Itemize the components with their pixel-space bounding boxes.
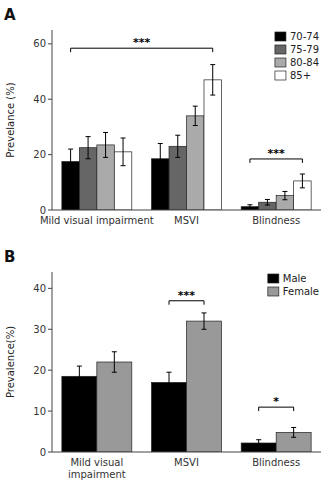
error-bar <box>68 149 73 174</box>
x-tick-label: Mild visualimpairment <box>68 457 126 480</box>
panel: 0 10 20 30 40 Mild visualimpairment MSVI Blindn… <box>4 248 321 480</box>
panel: 0 20 40 60 Mild visual impairment MSVI Blindne… <box>4 6 321 226</box>
legend-swatch <box>275 45 286 54</box>
y-tick <box>48 411 52 412</box>
y-tick-label: 0 <box>40 205 46 216</box>
y-tick <box>48 452 52 453</box>
x-tick-label: MSVI <box>174 215 199 226</box>
error-bar <box>112 352 117 372</box>
legend-label: Male <box>283 273 307 284</box>
y-axis <box>52 272 53 452</box>
legend-swatch <box>268 287 279 296</box>
legend: 70-74 75-79 80-84 85+ <box>275 31 319 81</box>
legend-item: 80-84 <box>275 57 319 68</box>
plot-area <box>62 65 311 210</box>
error-bar <box>158 144 163 174</box>
error-bar <box>256 440 261 447</box>
legend-item: 70-74 <box>275 31 319 42</box>
error-bar <box>121 138 126 166</box>
error-bar <box>282 191 287 199</box>
x-axis <box>52 452 321 453</box>
error-bar <box>175 135 180 157</box>
x-tick-label-line: MSVI <box>174 457 199 468</box>
significance-label: *** <box>133 36 151 49</box>
error-bar <box>86 137 91 159</box>
y-tick <box>48 288 52 289</box>
x-tick-label-line: Mild visual impairment <box>40 215 154 226</box>
x-tick-label-line: Blindness <box>252 457 300 468</box>
significance-label: * <box>273 395 279 408</box>
x-axis <box>52 210 321 211</box>
legend-swatch <box>275 32 286 41</box>
legend-label: 80-84 <box>290 57 319 68</box>
error-bar <box>167 372 172 392</box>
figure: 0 20 40 60 Mild visual impairment MSVI Blindne… <box>0 0 331 500</box>
y-tick-label: 30 <box>33 324 46 335</box>
error-bar <box>193 106 198 125</box>
error-bar <box>103 132 108 157</box>
bar <box>204 80 221 210</box>
plot-area <box>62 313 311 452</box>
error-bar <box>201 313 206 329</box>
y-tick-label: 40 <box>33 94 46 105</box>
bar <box>62 376 97 452</box>
x-tick-label: Blindness <box>252 215 300 226</box>
legend-item: Male <box>268 273 307 284</box>
y-tick <box>48 99 52 100</box>
panel-label: A <box>4 6 16 24</box>
y-axis-label: Prevelance (%) <box>5 82 16 157</box>
error-bar <box>77 366 82 386</box>
bar <box>187 116 204 210</box>
error-bar <box>210 65 215 95</box>
y-tick <box>48 43 52 44</box>
y-tick-label: 0 <box>40 447 46 458</box>
y-axis <box>52 30 53 210</box>
y-axis-label: Prevalence(%) <box>5 326 16 398</box>
error-bar <box>247 205 252 209</box>
legend-swatch <box>268 274 279 283</box>
error-bar <box>291 427 296 437</box>
error-bar <box>265 199 270 205</box>
x-tick-label: MSVI <box>174 457 199 468</box>
x-tick-label-line: MSVI <box>174 215 199 226</box>
legend-label: 85+ <box>290 70 311 81</box>
y-tick <box>48 370 52 371</box>
legend-swatch <box>275 58 286 67</box>
legend-item: Female <box>268 286 319 297</box>
x-tick-label-line: Blindness <box>252 215 300 226</box>
y-tick-label: 60 <box>33 38 46 49</box>
legend-label: Female <box>283 286 319 297</box>
y-tick-label: 40 <box>33 283 46 294</box>
error-bar <box>300 174 305 188</box>
x-tick-label-line: Mild visual <box>70 457 123 468</box>
legend: Male Female <box>268 273 319 297</box>
significance-label: *** <box>178 289 196 302</box>
legend-item: 85+ <box>275 70 311 81</box>
x-tick-label: Blindness <box>252 457 300 468</box>
y-tick-label: 20 <box>33 149 46 160</box>
legend-swatch <box>275 71 286 80</box>
y-tick-label: 10 <box>33 406 46 417</box>
legend-item: 75-79 <box>275 44 319 55</box>
y-tick <box>48 210 52 211</box>
y-tick-label: 20 <box>33 365 46 376</box>
bar <box>187 321 222 452</box>
legend-label: 70-74 <box>290 31 319 42</box>
legend-label: 75-79 <box>290 44 319 55</box>
significance-label: *** <box>268 147 286 160</box>
x-tick-label: Mild visual impairment <box>40 215 154 226</box>
bar <box>97 362 132 452</box>
y-tick <box>48 154 52 155</box>
y-tick <box>48 329 52 330</box>
x-tick-label-line: impairment <box>68 469 126 480</box>
panel-label: B <box>4 248 15 266</box>
